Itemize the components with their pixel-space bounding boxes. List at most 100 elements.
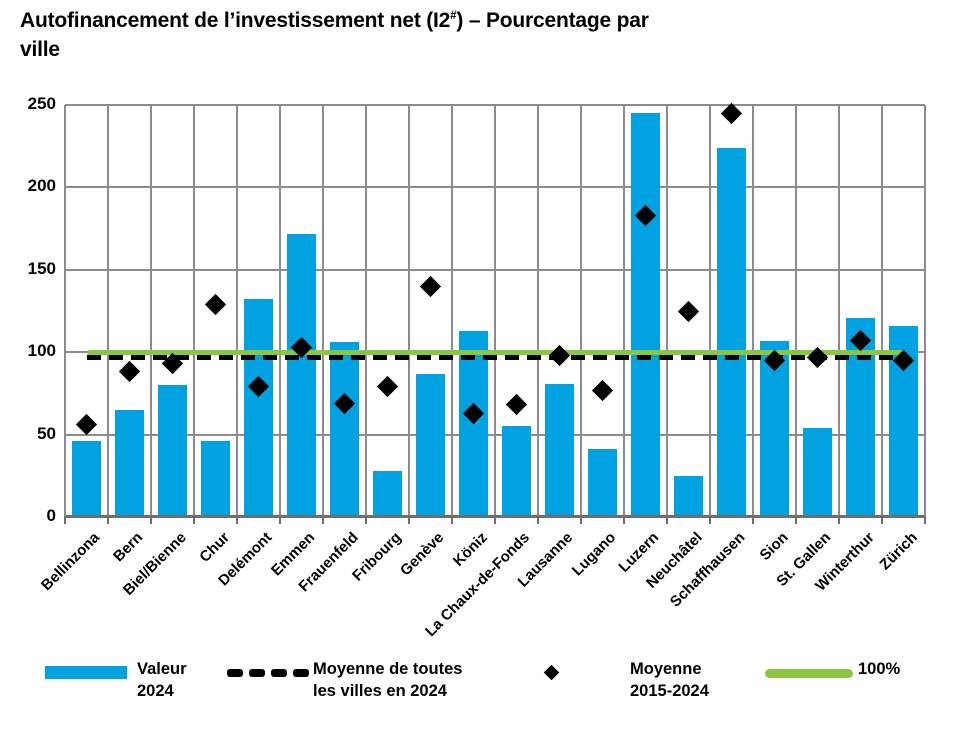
- bar-La Chaux-de-Fonds: [502, 426, 531, 517]
- gridline-vertical: [408, 105, 410, 517]
- gridline-vertical: [365, 105, 367, 517]
- chart-title-text: Autofinancement de l’investissement net …: [20, 9, 451, 32]
- bar-Frauenfeld: [330, 342, 359, 517]
- legend-label-moyenne-villes: Moyenne de toutes les villes en 2024: [313, 658, 462, 702]
- hundred-percent-line: [86, 349, 904, 355]
- x-category-label: Zürich: [876, 529, 921, 574]
- bar-Schaffhausen: [717, 147, 746, 517]
- x-axis-tick: [279, 517, 281, 524]
- y-tick-label: 50: [37, 423, 56, 443]
- gridline-vertical: [279, 105, 281, 517]
- gridline-vertical: [838, 105, 840, 517]
- x-category-label: Bellinzona: [38, 529, 104, 595]
- gridline-vertical: [795, 105, 797, 517]
- legend-green-line-swatch: [765, 669, 853, 678]
- bar-Fribourg: [373, 470, 402, 517]
- y-tick-label: 100: [27, 341, 56, 361]
- bar-Bern: [115, 409, 144, 517]
- x-axis-tick: [193, 517, 195, 524]
- bar-Delémont: [244, 299, 273, 517]
- legend-diamond-icon: [543, 664, 560, 681]
- legend-bar-swatch: [45, 666, 127, 679]
- bar-Chur: [201, 441, 230, 517]
- x-axis-tick: [150, 517, 152, 524]
- gridline-vertical: [451, 105, 453, 517]
- legend-label-100pct: 100%: [858, 658, 900, 680]
- bar-Luzern: [631, 113, 660, 517]
- gridline-vertical: [537, 105, 539, 517]
- x-axis-tick: [881, 517, 883, 524]
- legend-label-line: Valeur: [137, 660, 187, 678]
- diamond-marker-Lausanne: [548, 344, 571, 367]
- gridline-vertical: [752, 105, 754, 517]
- plot-area: [64, 102, 926, 524]
- diamond-marker-Genève: [419, 275, 442, 297]
- x-axis-tick: [752, 517, 754, 524]
- x-axis-tick: [580, 517, 582, 524]
- legend-label-line: Moyenne: [630, 660, 702, 678]
- x-axis-tick: [236, 517, 238, 524]
- bar-Lausanne: [545, 383, 574, 517]
- y-tick-label: 0: [46, 506, 56, 525]
- gridline-vertical: [623, 105, 625, 517]
- x-axis-tick: [537, 517, 539, 524]
- gridline-vertical: [193, 105, 195, 517]
- x-category-label: Chur: [195, 529, 233, 566]
- gridline-vertical: [322, 105, 324, 517]
- x-axis-tick: [322, 517, 324, 524]
- legend-label-line: 100%: [858, 660, 901, 678]
- gridline-vertical: [666, 105, 668, 517]
- x-axis-tick: [408, 517, 410, 524]
- gridline-vertical: [709, 105, 711, 517]
- x-axis-tick: [623, 517, 625, 524]
- gridline-vertical: [881, 105, 883, 517]
- legend-label-line: Moyenne de toutes: [313, 660, 463, 678]
- chart-title-superscript: #: [450, 10, 457, 22]
- x-category-label: Lugano: [569, 529, 620, 580]
- x-axis-tick: [365, 517, 367, 524]
- diamond-marker-Neuchâtel: [677, 300, 700, 322]
- bar-Köniz: [459, 330, 488, 517]
- x-axis-tick: [451, 517, 453, 524]
- x-axis-tick: [924, 517, 926, 524]
- chart-title-line2: ville: [20, 38, 60, 61]
- diamond-marker-Lugano: [591, 379, 614, 401]
- legend-label-line: 2015-2024: [630, 682, 709, 700]
- gridline-vertical: [580, 105, 582, 517]
- x-category-label: Bern: [110, 529, 147, 566]
- x-axis-tick: [795, 517, 797, 524]
- x-axis-tick: [107, 517, 109, 524]
- gridline-vertical: [150, 105, 152, 517]
- gridline-vertical: [494, 105, 496, 517]
- x-axis-line: [65, 515, 925, 518]
- diamond-marker-Bellinzona: [75, 414, 98, 436]
- y-tick-label: 150: [27, 258, 56, 278]
- chart-title: Autofinancement de l’investissement net …: [20, 6, 649, 64]
- x-axis-tick: [494, 517, 496, 524]
- x-category-label: Sion: [756, 529, 792, 565]
- diamond-marker-Fribourg: [376, 376, 399, 398]
- bar-Lugano: [588, 449, 617, 517]
- mean-2024-dashed-line: [86, 354, 904, 360]
- gridline-vertical: [64, 105, 66, 517]
- legend-label-moyenne-2015-2024: Moyenne 2015-2024: [630, 658, 709, 702]
- gridline-vertical: [924, 105, 926, 517]
- bar-Emmen: [287, 233, 316, 517]
- legend-label-valeur: Valeur 2024: [137, 658, 187, 702]
- x-axis-tick: [666, 517, 668, 524]
- gridline-vertical: [236, 105, 238, 517]
- x-category-label: Schaffhausen: [666, 529, 749, 611]
- diamond-marker-Chur: [204, 293, 227, 316]
- bar-Neuchâtel: [674, 475, 703, 517]
- bar-Bellinzona: [72, 441, 101, 517]
- bar-Biel/Bienne: [158, 385, 187, 517]
- legend-label-line: 2024: [137, 682, 174, 700]
- y-tick-label: 200: [27, 176, 56, 196]
- x-axis-tick: [64, 517, 66, 524]
- diamond-marker-Bern: [118, 361, 141, 383]
- x-category-label: Genève: [397, 529, 448, 580]
- x-axis-tick: [709, 517, 711, 524]
- x-axis-tick: [838, 517, 840, 524]
- legend-dashed-line-swatch: [227, 669, 309, 677]
